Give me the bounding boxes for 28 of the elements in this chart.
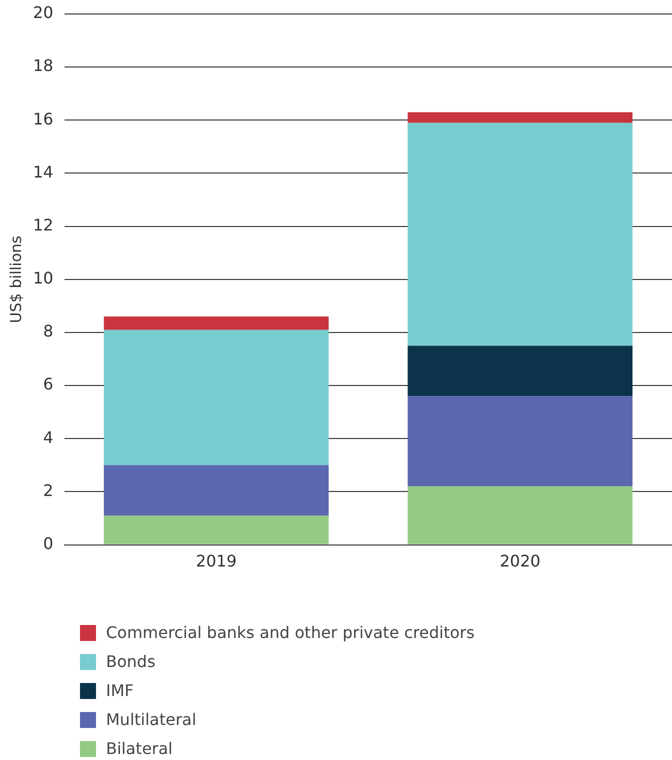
bar (408, 486, 633, 544)
legend-label: Multilateral (106, 710, 196, 729)
y-tick-label: 20 (33, 3, 54, 22)
y-tick-label: 0 (43, 534, 54, 553)
legend-label: IMF (106, 681, 134, 700)
bar (104, 330, 329, 466)
bar (408, 346, 633, 396)
bar (104, 316, 329, 330)
y-tick-label: 14 (33, 162, 54, 182)
legend-label: Commercial banks and other private creditors (106, 623, 475, 642)
x-tick-label: 2020 (500, 552, 540, 571)
bar (104, 465, 329, 516)
legend-label: Bonds (106, 652, 156, 671)
y-tick-label: 12 (33, 215, 54, 234)
bar (408, 396, 633, 486)
bar (408, 112, 633, 123)
y-tick-label: 6 (43, 374, 54, 394)
bar (408, 122, 633, 346)
y-tick-label: 16 (33, 109, 54, 128)
x-tick-label: 2019 (196, 552, 237, 571)
bar (104, 516, 329, 544)
y-axis-title: US$ billions (6, 235, 25, 324)
y-tick-label: 8 (43, 322, 54, 341)
y-tick-label: 4 (43, 428, 54, 447)
y-tick-label: 18 (33, 56, 54, 76)
legend-label: Bilateral (106, 739, 173, 758)
y-tick-label: 2 (43, 480, 54, 500)
y-tick-label: 10 (33, 268, 54, 288)
